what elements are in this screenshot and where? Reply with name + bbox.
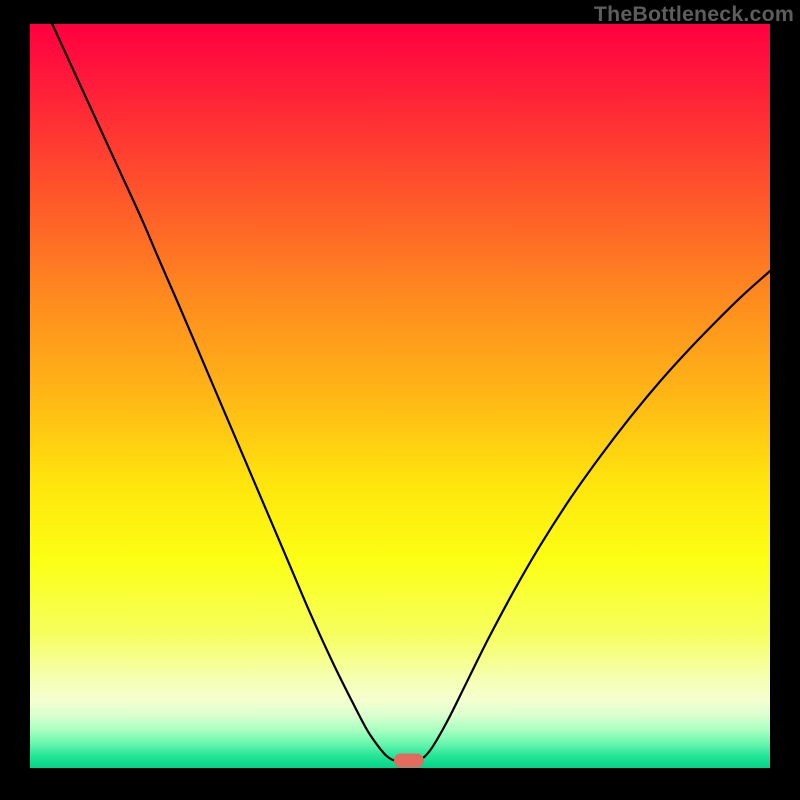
watermark-text: TheBottleneck.com: [594, 2, 794, 27]
figure-container: TheBottleneck.com: [0, 0, 800, 800]
optimal-marker: [394, 754, 424, 768]
plot-background: [30, 24, 770, 768]
bottleneck-curve-chart: [0, 0, 800, 800]
